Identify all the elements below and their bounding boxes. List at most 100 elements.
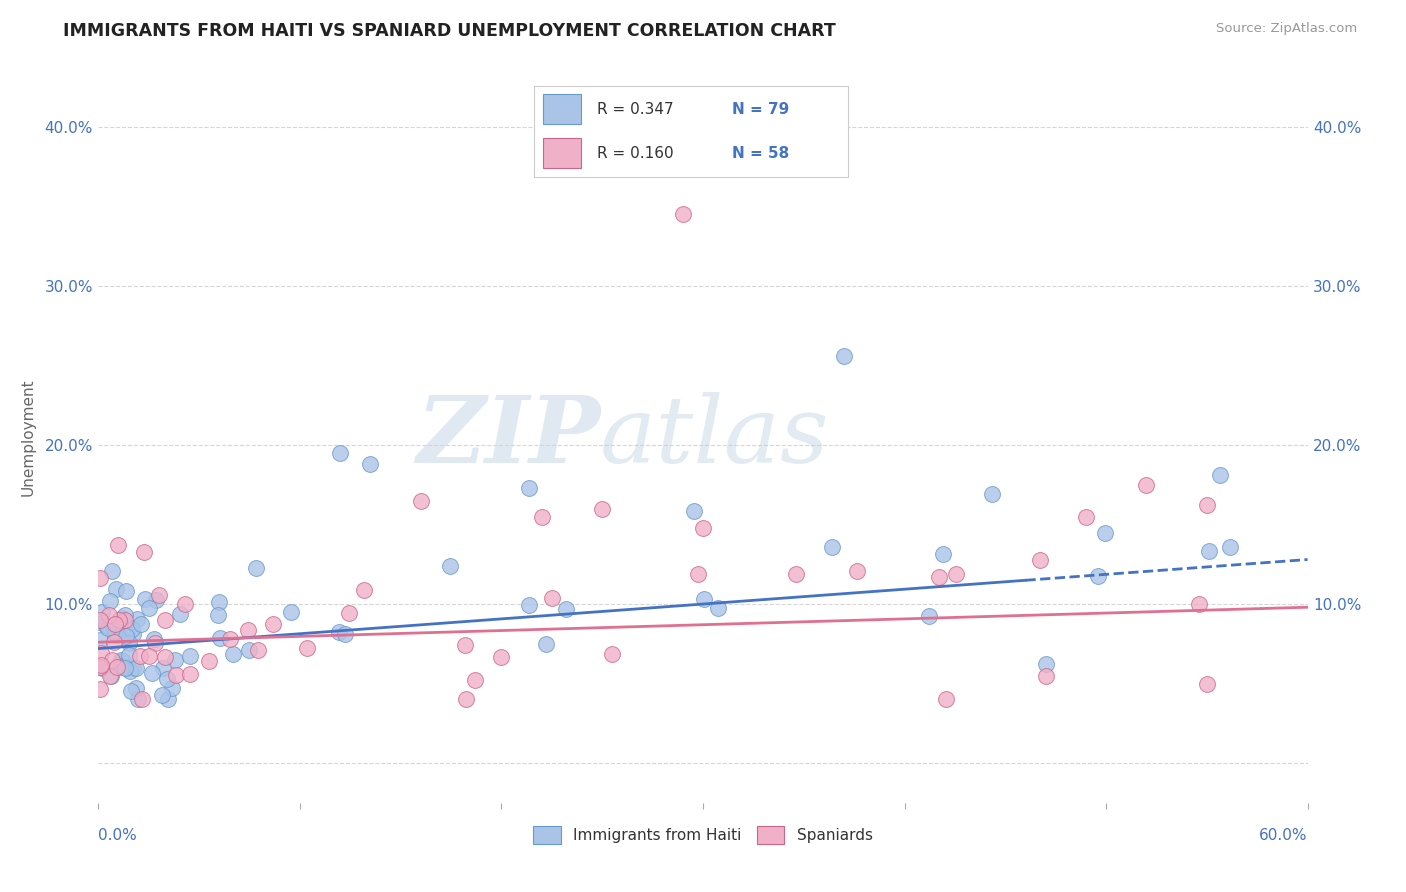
Point xyxy=(153,613,176,627)
Point xyxy=(222,647,245,661)
Point xyxy=(295,641,318,656)
Point xyxy=(165,668,187,682)
Point xyxy=(236,623,259,637)
Point xyxy=(1219,541,1241,555)
Point xyxy=(108,613,131,627)
Point xyxy=(98,594,121,608)
Point xyxy=(89,633,111,648)
Point xyxy=(145,593,167,607)
Point xyxy=(89,614,111,628)
Point xyxy=(118,648,141,663)
Point xyxy=(219,632,242,646)
Point xyxy=(1087,569,1109,583)
Point xyxy=(707,600,730,615)
Point xyxy=(600,647,623,661)
Text: 60.0%: 60.0% xyxy=(1260,829,1308,843)
Point xyxy=(105,659,128,673)
Point xyxy=(541,591,564,605)
Text: atlas: atlas xyxy=(600,392,830,482)
Point xyxy=(104,617,127,632)
Point xyxy=(89,660,111,674)
Point xyxy=(160,681,183,695)
Point xyxy=(107,538,129,552)
Point xyxy=(120,684,142,698)
Point xyxy=(114,661,136,675)
Point xyxy=(932,547,955,561)
Point xyxy=(686,567,709,582)
Point xyxy=(280,605,302,619)
Point xyxy=(114,613,136,627)
Point xyxy=(672,207,695,221)
Point xyxy=(555,601,578,615)
Point xyxy=(89,571,111,585)
Point xyxy=(179,666,201,681)
Point xyxy=(107,628,129,642)
Point xyxy=(456,692,478,706)
Point xyxy=(207,607,229,622)
Point xyxy=(1195,676,1218,690)
Point xyxy=(832,349,855,363)
Point xyxy=(246,642,269,657)
Point xyxy=(534,637,557,651)
Point xyxy=(114,608,136,623)
Point xyxy=(118,636,141,650)
Point xyxy=(91,660,114,674)
Point xyxy=(111,611,134,625)
Point xyxy=(1028,553,1050,567)
Point xyxy=(103,625,125,640)
Y-axis label: Unemployment: Unemployment xyxy=(21,378,37,496)
Point xyxy=(328,624,350,639)
Point xyxy=(127,612,149,626)
Point xyxy=(110,652,132,666)
Point xyxy=(117,660,139,674)
Point xyxy=(148,588,170,602)
Point xyxy=(163,652,186,666)
Point xyxy=(125,661,148,675)
Point xyxy=(91,605,114,619)
Point xyxy=(463,673,485,688)
Point xyxy=(1135,477,1157,491)
Text: ZIP: ZIP xyxy=(416,392,600,482)
Point xyxy=(120,665,142,679)
Point xyxy=(100,653,122,667)
Point xyxy=(143,636,166,650)
Point xyxy=(1188,597,1211,611)
Point xyxy=(89,681,111,696)
Point xyxy=(118,620,141,634)
Point xyxy=(100,668,122,682)
Point xyxy=(1198,544,1220,558)
Point xyxy=(692,591,714,606)
Point xyxy=(104,582,127,597)
Point xyxy=(353,582,375,597)
Point xyxy=(179,648,201,663)
Point xyxy=(90,658,112,673)
Point xyxy=(785,566,807,581)
Point xyxy=(153,649,176,664)
Point xyxy=(409,493,432,508)
Point xyxy=(517,481,540,495)
Point xyxy=(129,648,152,663)
Point xyxy=(111,660,134,674)
Point xyxy=(143,632,166,647)
Point xyxy=(157,692,180,706)
Point xyxy=(100,669,122,683)
Point xyxy=(98,607,121,622)
Point xyxy=(208,595,231,609)
Point xyxy=(100,564,122,578)
Point xyxy=(439,559,461,574)
Point xyxy=(980,487,1002,501)
Point xyxy=(917,608,939,623)
Point xyxy=(245,561,267,575)
Legend: Immigrants from Haiti, Spaniards: Immigrants from Haiti, Spaniards xyxy=(527,820,879,850)
Point xyxy=(591,501,613,516)
Point xyxy=(110,659,132,673)
Point xyxy=(90,646,112,660)
Point xyxy=(238,643,260,657)
Point xyxy=(125,681,148,695)
Point xyxy=(935,692,957,706)
Point xyxy=(1035,657,1057,672)
Text: Source: ZipAtlas.com: Source: ZipAtlas.com xyxy=(1216,22,1357,36)
Point xyxy=(121,623,143,637)
Point xyxy=(90,616,112,631)
Point xyxy=(138,648,160,663)
